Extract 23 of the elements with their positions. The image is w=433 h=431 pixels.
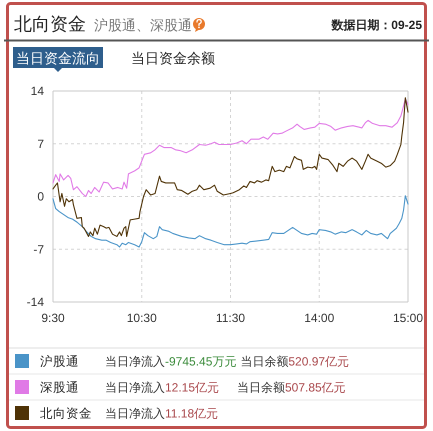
y-tick-label: 7: [37, 136, 44, 151]
text: 当日净流入-9745.45万元: [105, 354, 236, 368]
text: 当日净流入12.15亿元: [105, 380, 220, 394]
x-tick-label: 14:00: [304, 311, 335, 325]
text: 当日净流入11.18亿元: [105, 406, 218, 420]
legend-label: 沪股通: [40, 354, 79, 368]
legend-label: 北向资金: [40, 406, 92, 420]
y-tick-label: 14: [30, 84, 44, 98]
legend-label: 深股通: [40, 380, 79, 394]
x-tick-label: 9:30: [41, 311, 65, 325]
text: 当日余额520.97亿元: [240, 354, 350, 368]
chart-title: 北向资金: [14, 14, 86, 34]
y-tick-label: 0: [37, 190, 44, 204]
chart-subtitle: 沪股通、深股通: [94, 17, 192, 33]
x-tick-label: 11:30: [216, 311, 246, 325]
x-tick-label: 15:00: [392, 311, 424, 325]
y-tick-label: -7: [33, 242, 44, 256]
y-tick-label: -14: [26, 295, 44, 309]
text: 当日余额507.85亿元: [237, 380, 346, 394]
x-tick-label: 10:30: [126, 311, 158, 325]
text: 当日资金余额: [131, 50, 215, 66]
text: 当日资金流向: [16, 50, 100, 66]
text: 数据日期：09-25: [330, 18, 422, 32]
